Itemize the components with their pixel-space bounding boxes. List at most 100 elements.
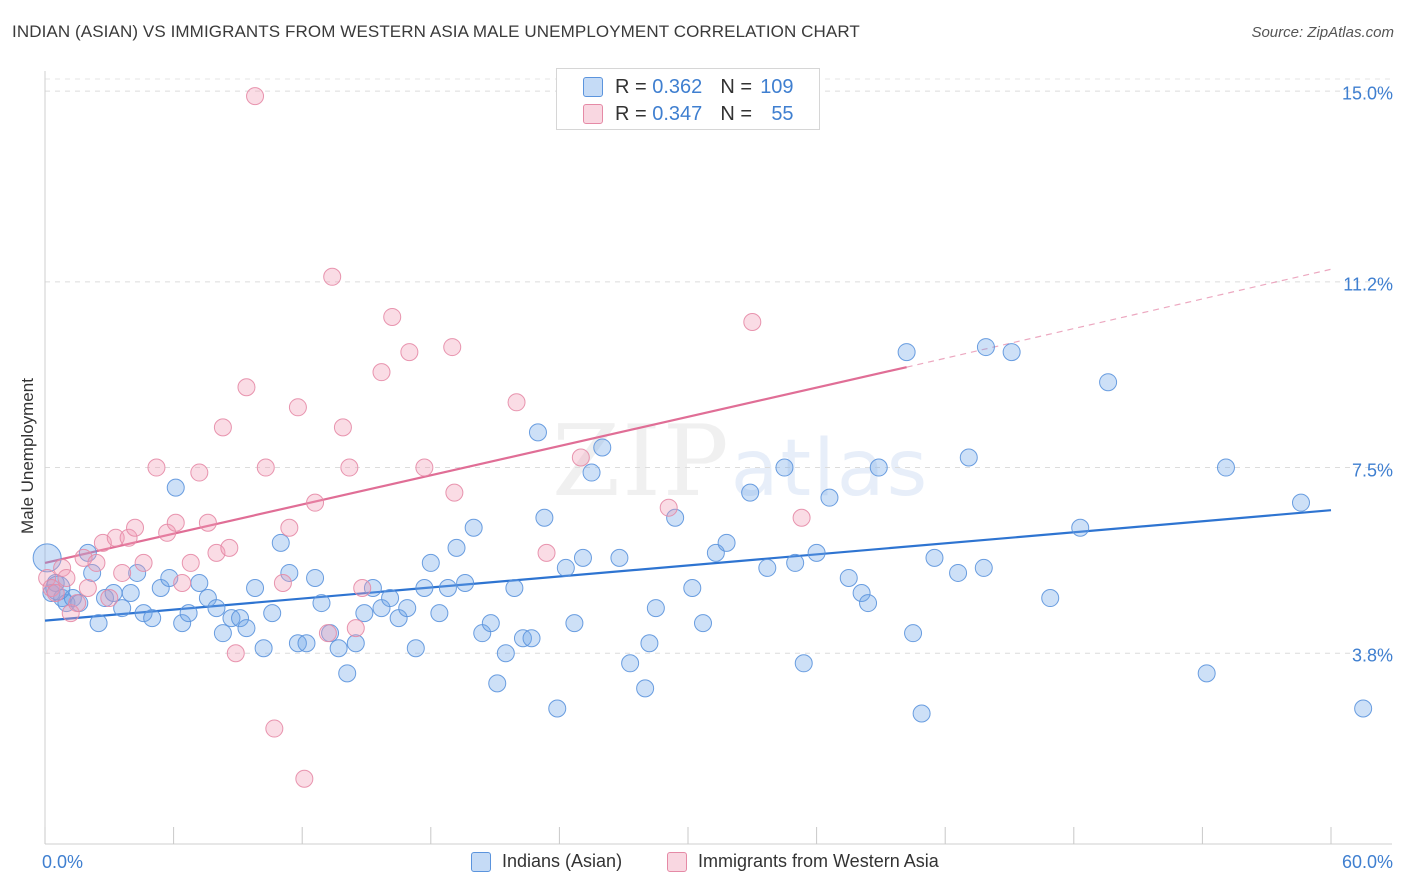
data-point xyxy=(743,312,762,331)
data-point xyxy=(340,458,359,477)
data-point xyxy=(226,644,245,663)
data-point xyxy=(556,558,575,577)
data-point xyxy=(143,609,162,628)
data-point xyxy=(237,619,256,638)
y-tick-label: 15.0% xyxy=(1341,83,1393,104)
data-point xyxy=(456,573,475,592)
data-point xyxy=(179,604,198,623)
data-point xyxy=(573,548,592,567)
legend-n-value: 55 xyxy=(771,102,794,125)
data-point xyxy=(406,639,425,658)
data-point xyxy=(869,458,888,477)
data-point xyxy=(415,579,434,598)
data-point xyxy=(106,528,125,547)
data-point xyxy=(659,498,678,517)
legend-n-label: N = xyxy=(720,102,752,125)
data-point xyxy=(438,579,457,598)
data-point xyxy=(1197,664,1216,683)
data-point xyxy=(421,553,440,572)
data-point xyxy=(134,553,153,572)
data-point xyxy=(522,629,541,648)
legend-r-value: 0.347 xyxy=(652,102,703,125)
data-point xyxy=(1071,518,1090,537)
data-point xyxy=(83,563,102,582)
data-point xyxy=(134,604,153,623)
data-point xyxy=(666,508,685,527)
data-point xyxy=(794,654,813,673)
data-point xyxy=(220,538,239,557)
data-point xyxy=(400,343,419,362)
data-point xyxy=(430,604,449,623)
y-axis-label: Male Unemployment xyxy=(18,378,37,534)
y-tick-label: 7.5% xyxy=(1351,460,1393,481)
data-point xyxy=(68,594,87,613)
legend-row-indians: R = 0.362 N = 109 xyxy=(583,74,794,100)
data-point xyxy=(717,533,736,552)
data-point xyxy=(839,568,858,587)
data-point xyxy=(636,679,655,698)
series-swatch-western-asia xyxy=(667,851,687,872)
data-point xyxy=(1291,493,1310,512)
data-point xyxy=(190,573,209,592)
data-point xyxy=(792,508,811,527)
data-point xyxy=(548,699,567,718)
data-point xyxy=(528,423,547,442)
data-point xyxy=(488,674,507,693)
data-point xyxy=(166,478,185,497)
data-point xyxy=(353,579,372,598)
trend-line xyxy=(44,509,1332,622)
data-point xyxy=(1354,699,1373,718)
data-point xyxy=(46,584,65,603)
data-point xyxy=(610,548,629,567)
source-attribution: Source: ZipAtlas.com xyxy=(1251,24,1394,41)
data-point xyxy=(61,604,80,623)
data-point xyxy=(694,614,713,633)
series-legend-western-asia[interactable]: Immigrants from Western Asia xyxy=(667,851,939,872)
data-point xyxy=(312,594,331,613)
data-point xyxy=(280,518,299,537)
data-point xyxy=(181,553,200,572)
legend-swatch-indians xyxy=(583,77,603,97)
data-point xyxy=(147,458,166,477)
data-point xyxy=(372,363,391,382)
data-point xyxy=(271,533,290,552)
trend-lines xyxy=(44,268,1332,622)
data-point xyxy=(571,448,590,467)
data-point xyxy=(505,579,524,598)
data-point xyxy=(683,579,702,598)
data-point xyxy=(100,589,119,608)
data-point xyxy=(87,553,106,572)
data-point xyxy=(537,543,556,562)
series-label-indians: Indians (Asian) xyxy=(502,851,623,871)
data-point xyxy=(246,579,265,598)
data-point xyxy=(415,458,434,477)
data-point xyxy=(42,584,61,603)
data-point xyxy=(96,589,115,608)
data-point xyxy=(443,338,462,357)
data-point xyxy=(974,558,993,577)
data-point xyxy=(925,548,944,567)
x-tick-label-max: 60.0% xyxy=(1341,852,1393,872)
series-legend-indians[interactable]: Indians (Asian) xyxy=(471,851,622,872)
data-point xyxy=(758,558,777,577)
y-tick-label: 3.8% xyxy=(1351,645,1393,666)
data-point xyxy=(775,458,794,477)
data-point xyxy=(246,87,265,106)
trend-line xyxy=(44,366,907,564)
legend-row-western-asia: R = 0.347 N = 55 xyxy=(583,101,794,127)
data-point xyxy=(398,599,417,618)
data-point xyxy=(346,634,365,653)
data-point xyxy=(306,493,325,512)
data-point xyxy=(323,267,342,286)
y-tick-label: 11.2% xyxy=(1343,274,1393,295)
data-point xyxy=(306,568,325,587)
data-point xyxy=(57,568,76,587)
series-indians-points xyxy=(32,338,1373,723)
correlation-legend: R = 0.362 N = 109 R = 0.347 N = 55 xyxy=(556,68,820,130)
data-point xyxy=(535,508,554,527)
data-point xyxy=(173,573,192,592)
data-point xyxy=(190,463,209,482)
data-point xyxy=(1099,373,1118,392)
series-swatch-indians xyxy=(471,851,491,872)
